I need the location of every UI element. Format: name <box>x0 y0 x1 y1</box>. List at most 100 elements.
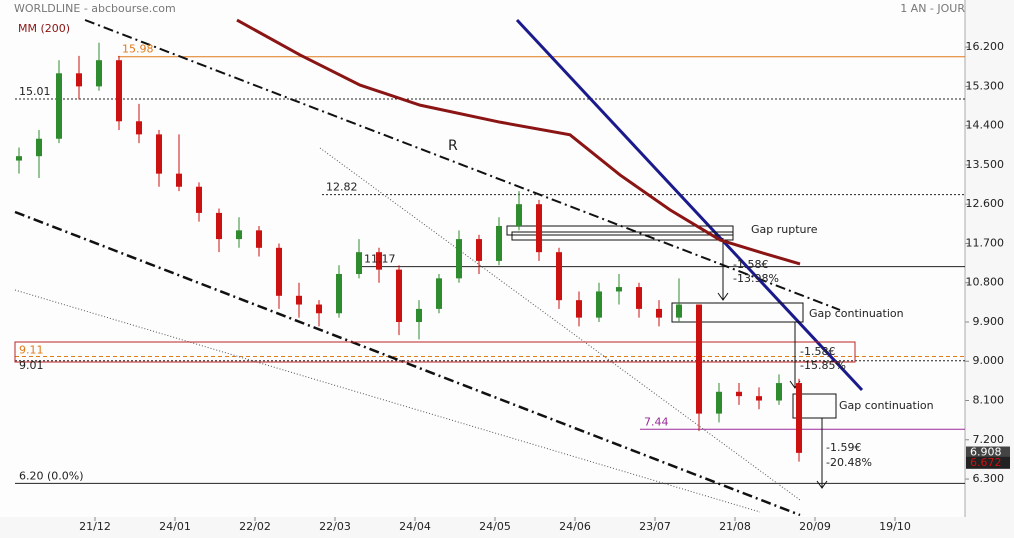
gap-box <box>506 225 734 236</box>
price-tag-label: 6.672 <box>970 456 1002 469</box>
trendline <box>14 210 801 517</box>
candle-body <box>536 204 542 253</box>
plot-area <box>0 0 965 517</box>
y-tick-label: 11.700 <box>966 236 1005 249</box>
x-tick-label: 21/12 <box>79 520 111 533</box>
candle-body <box>236 230 242 240</box>
x-tick-label: 24/01 <box>159 520 191 533</box>
candle-body <box>36 138 42 157</box>
annotation: -15.85% <box>800 359 846 372</box>
annotation: -1.59€ <box>826 441 861 454</box>
candle-body <box>136 121 142 135</box>
annotation: Gap rupture <box>751 223 818 236</box>
candle-body <box>736 391 742 397</box>
candle-body <box>676 304 682 318</box>
gap-box <box>511 231 734 241</box>
annotation: R <box>448 138 458 154</box>
candle-body <box>516 204 522 226</box>
candle-body <box>296 295 302 305</box>
candle-body <box>276 247 282 296</box>
candle-body <box>336 273 342 314</box>
gap-box <box>671 302 804 323</box>
candle-body <box>196 186 202 213</box>
x-tick-label: 22/02 <box>239 520 271 533</box>
candle-body <box>656 308 662 318</box>
candle-body <box>436 278 442 309</box>
y-tick-label: 9.900 <box>973 315 1005 328</box>
annotation: -20.48% <box>826 456 872 469</box>
level-label: 15.01 <box>19 85 51 98</box>
price-tag <box>966 456 1010 469</box>
chart-title: WORLDLINE - abcbourse.com <box>14 2 176 15</box>
candles <box>16 18 802 462</box>
x-tick-label: 24/04 <box>399 520 431 533</box>
level-label: 7.44 <box>644 415 669 428</box>
x-tick-label: 22/03 <box>319 520 351 533</box>
y-tick-label: 9.000 <box>973 354 1005 367</box>
candle-body <box>356 252 362 274</box>
candle-body <box>316 304 322 314</box>
candle-body <box>596 291 602 318</box>
y-tick-label: 6.300 <box>973 472 1005 485</box>
y-tick-label: 15.300 <box>966 79 1005 92</box>
candle-body <box>716 391 722 414</box>
candle-body <box>456 239 462 279</box>
candle-body <box>576 300 582 318</box>
level-label: 6.20 (0.0%) <box>19 469 84 482</box>
candle-body <box>496 225 502 261</box>
annotation: -1.58€ <box>800 345 835 358</box>
candle-body <box>776 383 782 401</box>
y-tick-label: 12.600 <box>966 197 1005 210</box>
annotation: Gap continuation <box>839 399 934 412</box>
candle-body <box>556 252 562 301</box>
y-tick-label: 14.400 <box>966 119 1005 132</box>
trendline <box>84 19 841 311</box>
y-tick-label: 7.200 <box>973 433 1005 446</box>
x-tick-label: 23/07 <box>639 520 671 533</box>
x-tick-label: 24/06 <box>559 520 591 533</box>
level-label: 12.82 <box>326 181 358 194</box>
x-tick-label: 20/09 <box>799 520 831 533</box>
candle-body <box>76 73 82 87</box>
level-label: 15.98 <box>122 43 154 56</box>
y-tick-label: 16.200 <box>966 40 1005 53</box>
candle-body <box>156 134 162 174</box>
zone <box>14 341 856 363</box>
candle-body <box>256 230 262 248</box>
x-tick-label: 19/10 <box>879 520 911 533</box>
gap-box <box>792 393 837 419</box>
candle-body <box>416 308 422 322</box>
level-label: 9.11 <box>19 343 44 356</box>
arrow <box>816 418 828 489</box>
price-tag-label: 6.908 <box>970 446 1002 459</box>
arrow <box>717 238 729 301</box>
levels <box>15 0 969 521</box>
legend-entry: MM (200) <box>18 22 70 35</box>
candle-body <box>616 287 622 292</box>
level-label: 9.01 <box>19 359 44 372</box>
candle-body <box>476 239 482 261</box>
candle-body <box>116 60 122 122</box>
x-tick-label: 21/08 <box>719 520 751 533</box>
annotation: Gap continuation <box>809 307 904 320</box>
candle-body <box>216 212 222 240</box>
trendline <box>515 18 864 392</box>
trendline <box>319 147 801 501</box>
candle-body <box>56 73 62 139</box>
candle-body <box>96 60 102 87</box>
candle-body <box>696 304 702 414</box>
trendline <box>14 289 761 513</box>
trendlines <box>14 18 864 517</box>
y-tick-label: 13.500 <box>966 158 1005 171</box>
y-tick-label: 8.100 <box>973 394 1005 407</box>
level-label: 11.17 <box>364 253 396 266</box>
candle-body <box>16 156 22 161</box>
y-tick-label: 10.800 <box>966 276 1005 289</box>
candle-body <box>396 269 402 322</box>
candle-body <box>376 252 382 270</box>
x-tick-label: 24/05 <box>479 520 511 533</box>
price-tag <box>966 446 1010 459</box>
candle-body <box>756 396 762 401</box>
